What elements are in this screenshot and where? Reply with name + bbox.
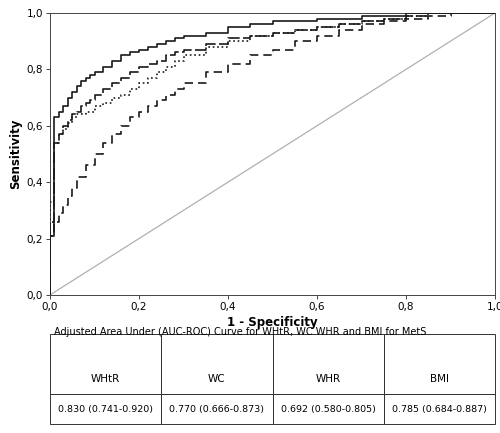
- Bar: [161, 334, 272, 394]
- Bar: [50, 334, 161, 394]
- Bar: [161, 394, 272, 424]
- Text: 0.785 (0.684-0.887): 0.785 (0.684-0.887): [392, 405, 487, 414]
- Bar: [384, 394, 495, 424]
- Bar: [50, 394, 161, 424]
- Text: 0.692 (0.580-0.805): 0.692 (0.580-0.805): [280, 405, 376, 414]
- Bar: [272, 334, 384, 394]
- X-axis label: 1 - Specificity: 1 - Specificity: [227, 316, 318, 329]
- Text: WHtR: WHtR: [91, 374, 120, 384]
- Text: Adjusted Area Under (AUC-ROC) Curve for WHtR, WC WHR and BMI for MetS: Adjusted Area Under (AUC-ROC) Curve for …: [54, 326, 427, 337]
- Bar: [272, 394, 384, 424]
- Text: BMI: BMI: [430, 374, 449, 384]
- Bar: [384, 334, 495, 394]
- Y-axis label: Sensitivity: Sensitivity: [10, 119, 22, 189]
- Text: WHR: WHR: [316, 374, 340, 384]
- Text: 0.830 (0.741-0.920): 0.830 (0.741-0.920): [58, 405, 153, 414]
- Text: WC: WC: [208, 374, 226, 384]
- Text: 0.770 (0.666-0.873): 0.770 (0.666-0.873): [170, 405, 264, 414]
